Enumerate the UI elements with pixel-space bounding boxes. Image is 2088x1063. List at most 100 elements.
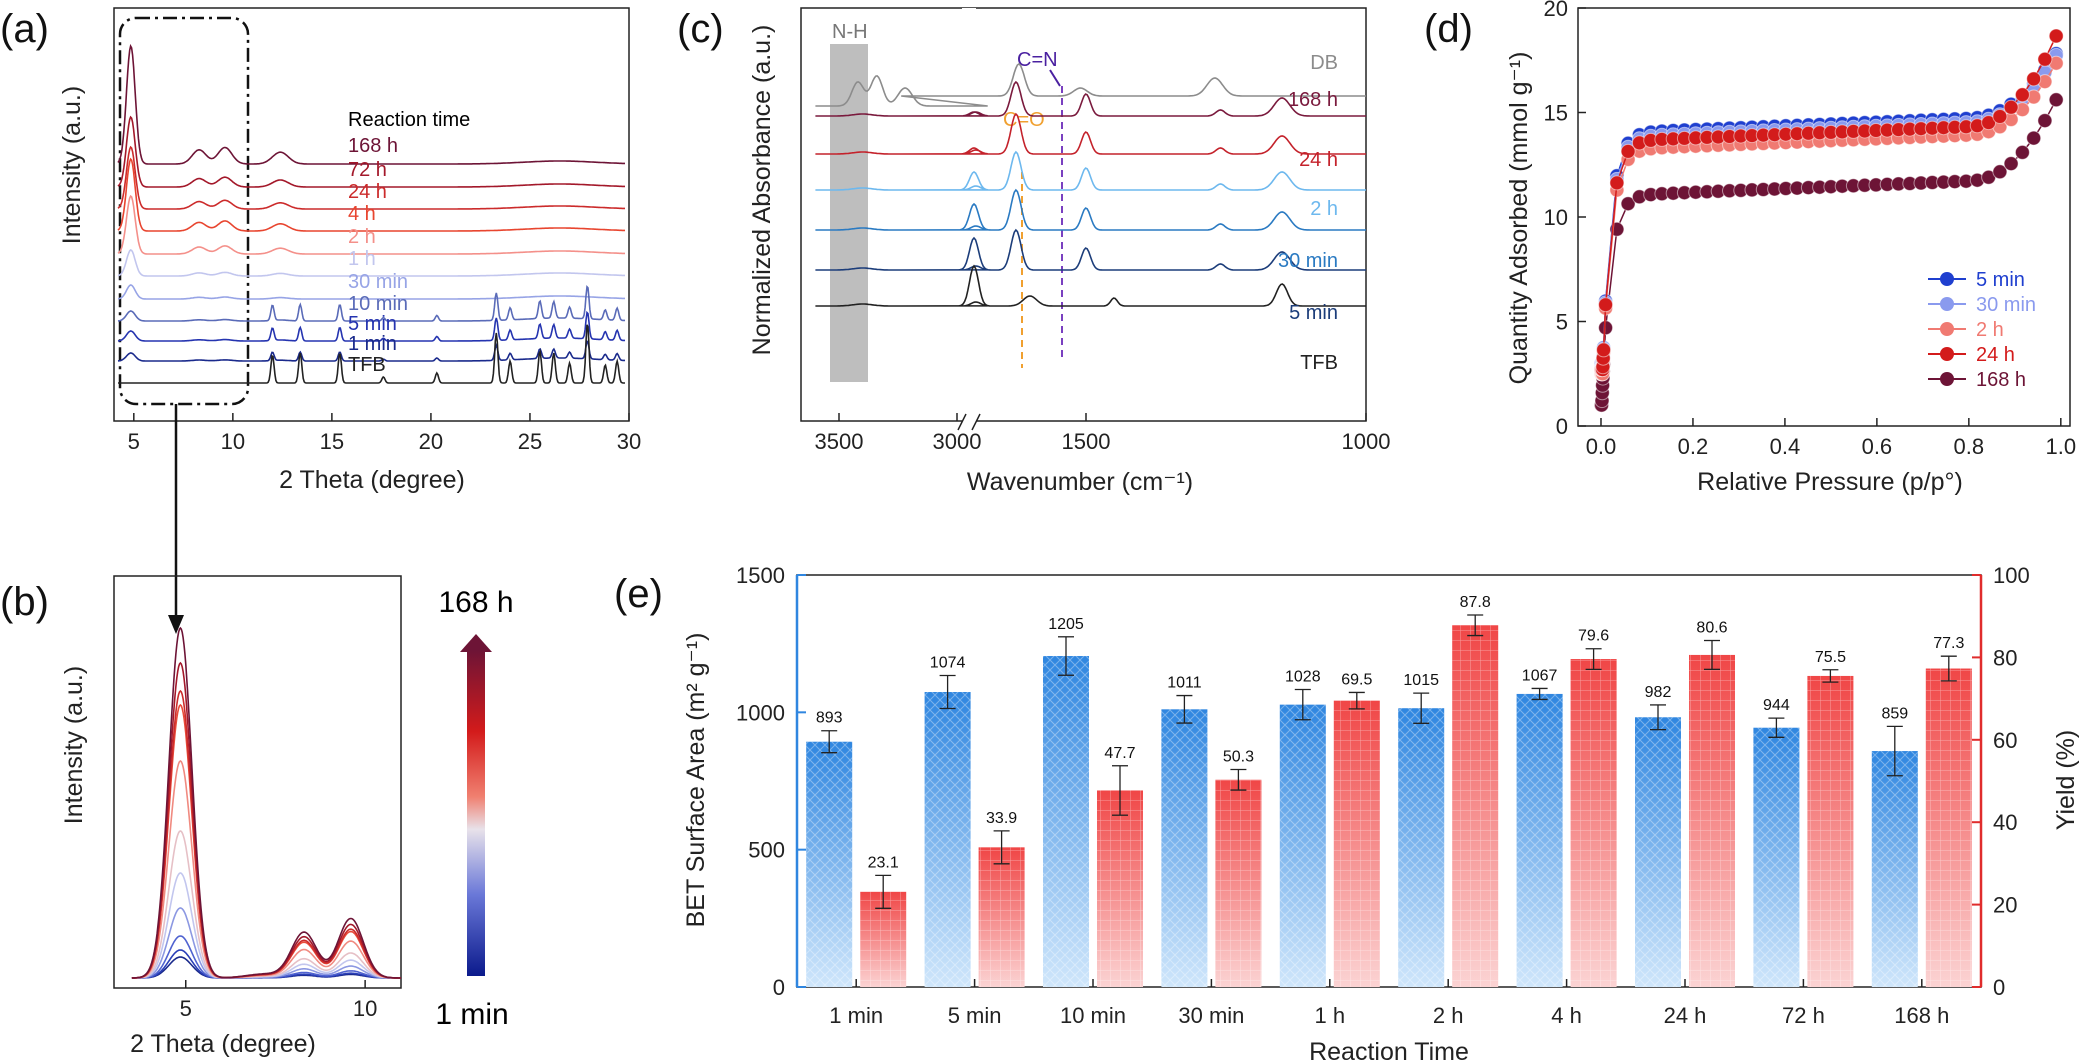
y-tick-label-3: 15 [1544,101,1568,126]
legend-label-3: 24 h [1976,344,2015,366]
bar-texture [1043,656,1089,987]
bar-value-label: 1067 [1522,667,1558,684]
bar-value-label: 33.9 [986,810,1017,827]
x-tick-label-3: 30 min [1178,1003,1244,1028]
spectrum-line-0 [815,62,1366,107]
x-tick-label-0: 3500 [815,429,864,454]
isotherm-point-3 [2026,71,2042,87]
panel-c-ylabel: Normalized Absorbance (a.u.) [748,25,776,356]
cn-annotation: C=N [1017,49,1058,71]
x-tick-label-1: 10 [221,429,245,454]
bar-value-label: 50.3 [1223,748,1254,765]
x-tick-label-8: 72 h [1782,1003,1825,1028]
isotherm-point-3 [2014,87,2030,103]
x-tick-label-4: 25 [518,429,542,454]
y-right-tick-label-1: 20 [1993,893,2017,918]
legend-label-0: 5 min [1976,269,2025,291]
x-tick-label-1: 10 [353,996,377,1021]
isotherm-point-4 [2026,130,2042,146]
series-line-1 [117,115,625,188]
zoom-box [118,16,250,406]
bar-value-label: 77.3 [1933,635,1964,652]
series-line-0 [117,43,625,165]
isotherm-point-3 [2037,51,2053,67]
spectrum-label-6: TFB [1300,352,1338,374]
bar-texture [1279,704,1326,987]
panel-d-xlabel: Relative Pressure (p/p°) [1697,468,1963,496]
y-tick-label-2: 10 [1544,205,1568,230]
bar-texture [806,741,853,987]
bar-texture [978,847,1025,987]
spectrum-label-5: 5 min [1289,302,1338,324]
spectrum-line-3 [815,150,1366,191]
bar-texture [1570,659,1617,987]
spectrum-label-2: 24 h [1299,149,1338,171]
x-tick-label-6: 4 h [1551,1003,1582,1028]
y-left-tick-label-3: 1500 [736,563,785,588]
x-tick-label-2: 15 [320,429,344,454]
series-label-6: 30 min [348,271,408,293]
x-tick-label-1: 0.2 [1678,434,1709,459]
isotherm-point-3 [1992,109,2008,124]
bar-value-label: 80.6 [1696,620,1727,637]
isotherm-point-3 [1598,297,1614,313]
x-tick-label-3: 20 [419,429,443,454]
colorbar [467,650,485,976]
isotherm-point-3 [1596,342,1612,358]
y-right-tick-label-4: 80 [1993,645,2017,670]
bar-value-label: 893 [816,710,843,727]
y-right-tick-label-5: 100 [1993,563,2030,588]
bar-value-label: 944 [1763,697,1790,714]
bar-texture [1452,625,1499,987]
y-tick-label-4: 20 [1544,0,1568,21]
bar-texture [1871,751,1918,987]
panel-b-xrd-zoom: 5 10 2 Theta (degree) Intensity (a.u.) 16… [60,575,514,1058]
series-line-5 [117,249,625,277]
panel-label-d: (d) [1424,7,1473,51]
bar-value-label: 859 [1881,705,1908,722]
y-left-tick-label-0: 0 [773,975,785,1000]
y-right-tick-label-2: 40 [1993,810,2017,835]
bar-texture [1516,693,1563,987]
bar-value-label: 1205 [1048,616,1084,633]
bar-value-label: 1011 [1167,675,1202,692]
x-tick-label-0: 0.0 [1586,434,1617,459]
isotherm-point-4 [1992,164,2008,180]
panel-c-xlabel: Wavenumber (cm⁻¹) [967,468,1193,496]
y-tick-label-1: 5 [1556,310,1568,335]
isotherm-point-3 [2003,99,2019,115]
x-tick-label-2: 10 min [1060,1003,1126,1028]
bar-value-label: 23.1 [868,854,899,871]
series-line-8 [117,310,625,342]
nh-band [830,44,868,382]
bar-value-label: 1015 [1403,672,1439,689]
spectrum-line-1 [815,80,1366,117]
zoom-line-10 [131,626,401,979]
panel-e-ylabel-right: Yield (%) [2052,730,2080,831]
bar-value-label: 69.5 [1341,671,1372,688]
series-line-6 [117,284,625,300]
zoom-arrow [168,404,184,634]
x-tick-label-5: 2 h [1433,1003,1464,1028]
y-left-tick-label-2: 1000 [736,700,785,725]
legend-marker-3 [1940,347,1954,361]
isotherm-point-3 [1620,143,1636,159]
colorbar-arrowhead [460,634,492,652]
bar-texture [1925,668,1972,987]
legend-marker-4 [1940,372,1954,386]
panel-a-ylabel: Intensity (a.u.) [58,86,86,244]
panel-e-ylabel-left: BET Surface Area (m² g⁻¹) [682,633,710,928]
panel-a-xlabel: 2 Theta (degree) [279,466,465,494]
colorbar-top-label: 168 h [438,586,513,619]
series-label-3: 4 h [348,203,376,225]
series-label-4: 2 h [348,226,376,248]
series-label-9: 1 min [348,333,397,355]
panel-b-xlabel: 2 Theta (degree) [130,1030,316,1058]
bar-texture [1097,790,1143,987]
zoom-line-5 [131,830,401,979]
isotherm-point-4 [1620,196,1636,212]
panel-label-e: (e) [614,572,663,616]
panel-b-frame [113,575,402,989]
